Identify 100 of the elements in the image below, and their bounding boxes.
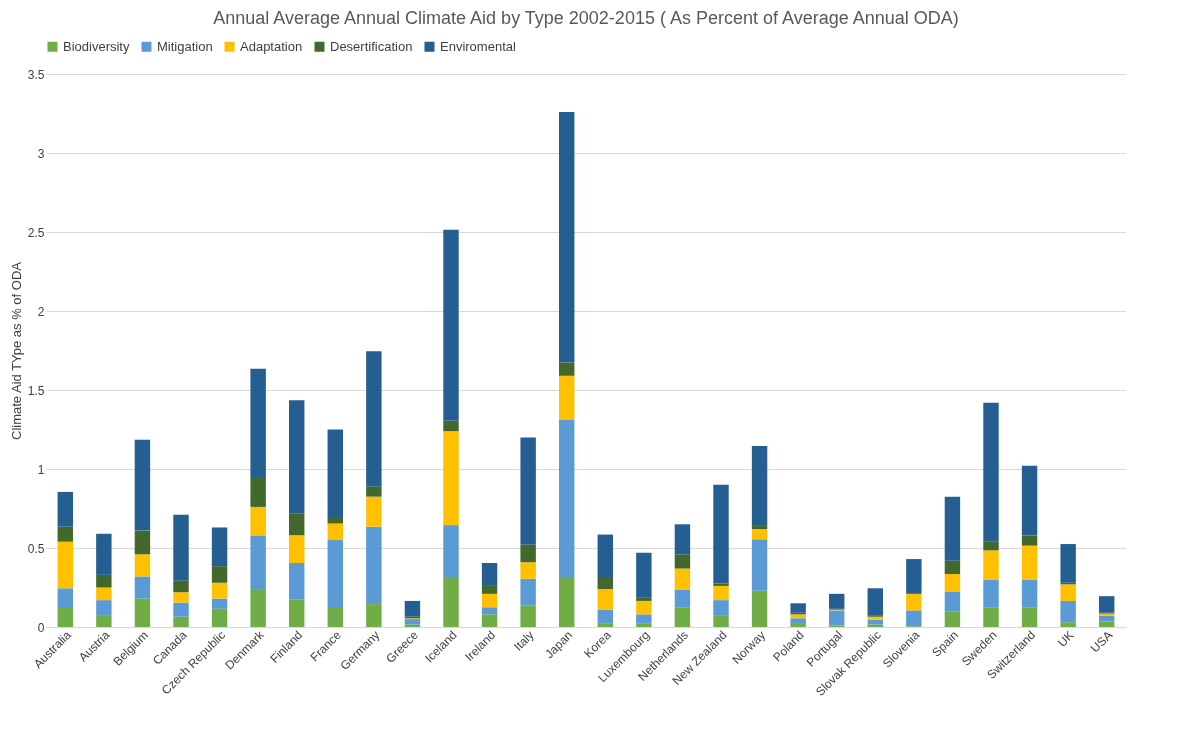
bar	[944, 611, 961, 627]
bar	[636, 614, 652, 624]
bar	[944, 496, 961, 561]
bar	[636, 600, 652, 615]
bar	[713, 615, 729, 627]
bar	[443, 420, 459, 432]
bar	[520, 562, 536, 579]
bar	[289, 400, 305, 514]
bar	[559, 420, 575, 579]
y-tick-label: 0.5	[27, 541, 45, 556]
legend-label: Desertification	[330, 38, 413, 54]
bar	[713, 484, 729, 584]
bar	[906, 610, 922, 627]
x-tick-label: UK	[1054, 628, 1077, 650]
bar	[1099, 596, 1115, 613]
legend-label: Adaptation	[240, 38, 303, 54]
bar	[57, 491, 73, 527]
bar	[404, 619, 421, 625]
bar	[96, 574, 112, 588]
bar	[520, 605, 536, 627]
bar	[713, 585, 729, 601]
bar	[906, 559, 922, 594]
bar	[674, 568, 691, 590]
bar	[443, 229, 459, 421]
bar	[134, 530, 151, 555]
y-tick-label: 1	[37, 462, 45, 477]
y-tick-label: 0	[37, 620, 45, 635]
bar	[481, 607, 498, 615]
bar	[944, 560, 961, 575]
bar	[173, 602, 189, 617]
bar	[250, 476, 266, 507]
bar	[289, 563, 305, 600]
bar	[327, 523, 343, 541]
bar	[366, 486, 382, 497]
bar	[327, 517, 343, 524]
bar	[1021, 535, 1038, 546]
bar	[366, 351, 382, 487]
bar	[1021, 579, 1038, 608]
bar	[173, 592, 189, 603]
bar	[250, 368, 266, 477]
bar	[906, 593, 922, 611]
bar	[443, 431, 459, 526]
x-tick-label: Italy	[511, 628, 537, 654]
bar	[636, 597, 652, 601]
bar	[751, 529, 768, 540]
chart-title: Annual Average Annual Climate Aid by Type 2002-2015 ( As Percent of Average Annual ODA)	[213, 8, 959, 28]
bar	[559, 362, 575, 376]
bar	[790, 614, 806, 619]
bar	[481, 614, 498, 627]
bar	[944, 591, 961, 612]
bar	[96, 533, 112, 575]
bar	[1021, 607, 1038, 627]
bar	[1060, 600, 1076, 623]
bar	[211, 598, 228, 609]
bar	[134, 439, 151, 531]
bar	[404, 600, 421, 617]
bar	[57, 541, 73, 589]
bar	[559, 578, 575, 627]
y-tick-label: 2	[37, 304, 45, 319]
bar	[366, 604, 382, 627]
bar	[1060, 622, 1076, 627]
bar	[597, 589, 613, 610]
bar	[481, 585, 498, 594]
bar	[250, 506, 266, 536]
bar	[790, 623, 806, 627]
bar	[57, 588, 73, 609]
bar	[57, 608, 73, 627]
bar	[366, 496, 382, 527]
bar	[636, 552, 652, 598]
bar	[173, 616, 189, 627]
bar	[96, 600, 112, 616]
bar	[134, 554, 151, 577]
bar	[674, 589, 691, 608]
bar	[520, 578, 536, 606]
bar	[134, 598, 151, 627]
bar	[636, 623, 652, 627]
bar	[944, 574, 961, 592]
bar	[751, 590, 768, 627]
bar	[211, 566, 228, 583]
bar	[674, 607, 691, 627]
bar	[597, 534, 613, 579]
legend-label: Biodiversity	[63, 38, 130, 54]
bar	[867, 619, 883, 625]
bar	[790, 603, 806, 613]
bar	[829, 593, 845, 609]
bar	[674, 554, 691, 569]
y-tick-label: 3	[37, 146, 45, 161]
bar	[289, 535, 305, 564]
bar	[327, 540, 343, 609]
bar	[211, 608, 228, 627]
bar	[829, 610, 845, 626]
y-tick-label: 3.5	[27, 67, 45, 82]
legend-label: Mitigation	[157, 38, 213, 54]
x-tick-label: USA	[1087, 628, 1116, 656]
y-tick-label: 1.5	[27, 383, 45, 398]
bar	[520, 437, 536, 545]
bar	[443, 525, 459, 579]
bar	[713, 600, 729, 616]
bar	[867, 588, 883, 616]
bar	[481, 593, 498, 608]
